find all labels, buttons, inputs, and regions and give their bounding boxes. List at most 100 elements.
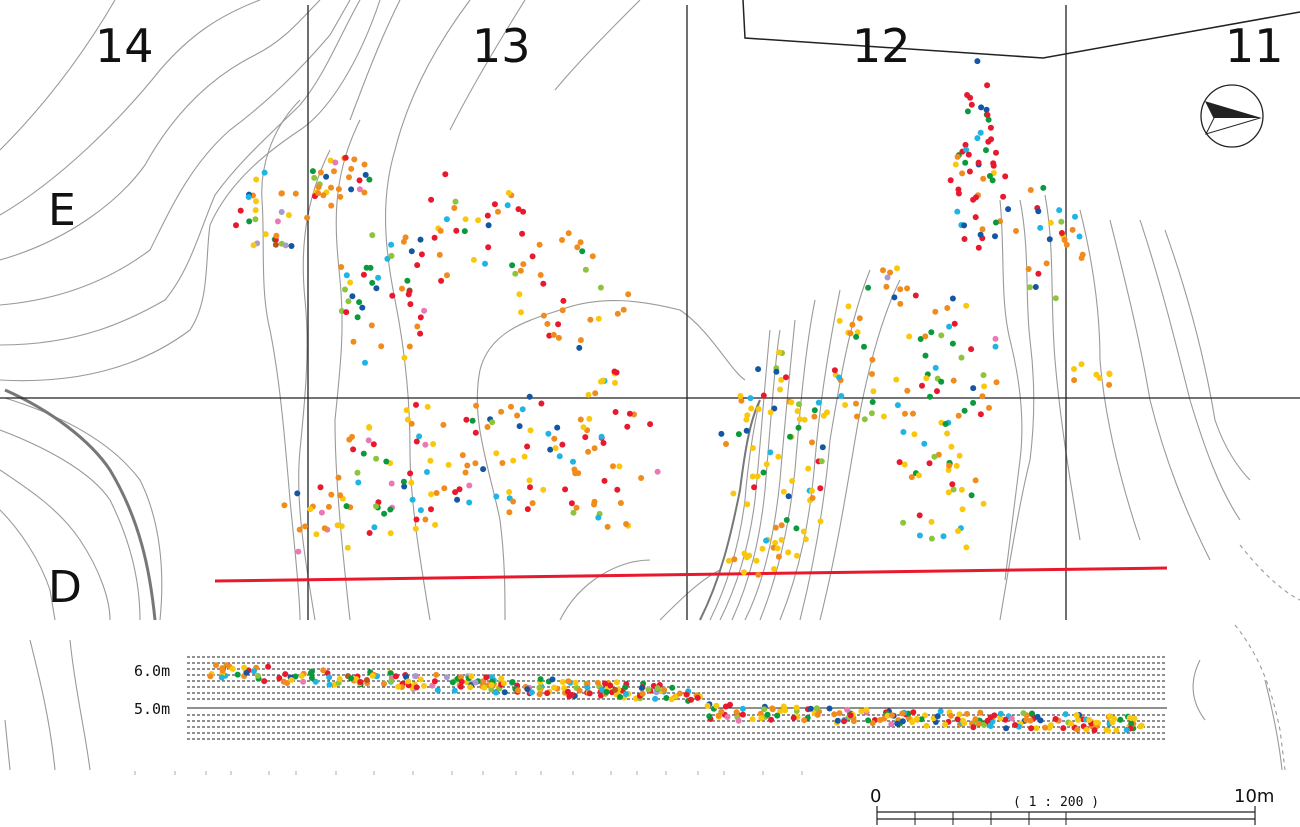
- artifact-point: [614, 310, 621, 317]
- artifact-point: [589, 253, 596, 260]
- artifact-point: [919, 382, 925, 389]
- artifact-point: [213, 662, 219, 669]
- artifact-point: [288, 243, 295, 249]
- artifact-point: [307, 670, 314, 677]
- artifact-point: [769, 706, 776, 713]
- artifact-point: [554, 424, 561, 431]
- artifact-point: [599, 377, 606, 384]
- artifact-point: [992, 233, 998, 240]
- artifact-point: [922, 712, 928, 719]
- scale-bar: 0 10m ( 1 : 200 ): [870, 786, 1274, 825]
- artifact-point: [1093, 719, 1100, 726]
- artifact-point: [900, 519, 907, 526]
- artifact-point: [899, 710, 906, 717]
- artifact-point: [512, 270, 519, 277]
- artifact-point: [645, 686, 652, 693]
- artifact-point: [580, 424, 587, 431]
- artifact-point: [524, 506, 531, 513]
- artifact-point: [296, 526, 303, 533]
- artifact-point: [997, 710, 1004, 717]
- artifact-point: [818, 458, 825, 465]
- artifact-point: [981, 722, 988, 728]
- artifact-point: [704, 702, 711, 709]
- artifact-point: [755, 366, 762, 373]
- artifact-point: [894, 720, 901, 727]
- artifact-point: [369, 232, 376, 239]
- artifact-point: [780, 703, 787, 710]
- artifact-point: [849, 321, 856, 328]
- artifact-point: [1037, 224, 1044, 231]
- artifact-point: [429, 682, 436, 689]
- artifact-point: [612, 686, 618, 693]
- artifact-point: [795, 424, 802, 431]
- artifact-point: [854, 329, 861, 336]
- artifact-point: [771, 405, 778, 412]
- artifact-point: [755, 406, 762, 413]
- artifact-point: [387, 530, 394, 537]
- artifact-point: [771, 566, 777, 572]
- artifact-point: [917, 336, 924, 342]
- artifact-point: [506, 509, 513, 516]
- artifact-point: [412, 673, 419, 680]
- artifact-point: [992, 335, 999, 342]
- artifact-point: [404, 416, 411, 423]
- artifact-point: [1137, 723, 1144, 730]
- artifact-point: [417, 676, 424, 683]
- artifact-point: [1131, 715, 1138, 722]
- artifact-point: [229, 665, 236, 672]
- artifact-point: [1042, 724, 1049, 731]
- artifact-point: [1071, 366, 1077, 372]
- artifact-point: [993, 149, 999, 156]
- artifact-point: [942, 421, 949, 427]
- artifact-point: [950, 486, 957, 493]
- scale-ratio: ( 1 : 200 ): [1013, 795, 1099, 810]
- artifact-point: [975, 244, 982, 251]
- artifact-point: [987, 124, 994, 131]
- artifact-point: [954, 208, 961, 215]
- artifact-point: [777, 708, 784, 715]
- artifact-point: [775, 553, 782, 560]
- artifact-point: [218, 674, 225, 681]
- artifact-point: [968, 346, 975, 353]
- artifact-point: [1047, 219, 1054, 226]
- artifact-point: [584, 684, 591, 691]
- artifact-point: [562, 486, 569, 493]
- artifact-point: [407, 470, 414, 477]
- artifact-point: [362, 171, 369, 178]
- elevation-label-6m: 6.0m: [134, 662, 170, 680]
- artifact-point: [399, 285, 405, 292]
- artifact-point: [412, 525, 419, 532]
- artifact-point: [536, 691, 543, 698]
- artifact-point: [488, 682, 495, 688]
- artifact-point: [524, 686, 531, 693]
- artifact-point: [451, 687, 458, 694]
- artifact-point: [282, 242, 289, 249]
- artifact-point: [559, 441, 566, 448]
- artifact-point: [612, 379, 618, 386]
- artifact-point: [417, 314, 424, 321]
- artifact-point: [858, 708, 865, 715]
- artifact-point: [526, 477, 533, 484]
- artifact-point: [545, 430, 552, 437]
- artifact-point: [472, 429, 479, 436]
- artifact-point: [273, 232, 280, 239]
- artifact-point: [443, 216, 450, 223]
- artifact-point: [794, 408, 801, 415]
- artifact-point: [853, 333, 860, 340]
- artifact-point: [1106, 371, 1113, 378]
- artifact-point: [904, 387, 911, 394]
- artifact-point: [551, 435, 558, 442]
- artifact-point: [626, 410, 633, 417]
- artifact-point: [968, 492, 975, 499]
- artifact-point: [964, 92, 971, 98]
- artifact-point: [422, 516, 429, 523]
- artifact-point: [880, 413, 887, 420]
- artifact-point: [915, 472, 922, 479]
- artifact-point: [768, 716, 775, 723]
- artifact-point: [424, 403, 431, 410]
- artifact-point: [955, 528, 961, 534]
- thick-contour: [4, 388, 157, 621]
- artifact-point: [743, 427, 750, 434]
- artifact-point: [585, 391, 592, 398]
- artifact-point: [811, 407, 818, 414]
